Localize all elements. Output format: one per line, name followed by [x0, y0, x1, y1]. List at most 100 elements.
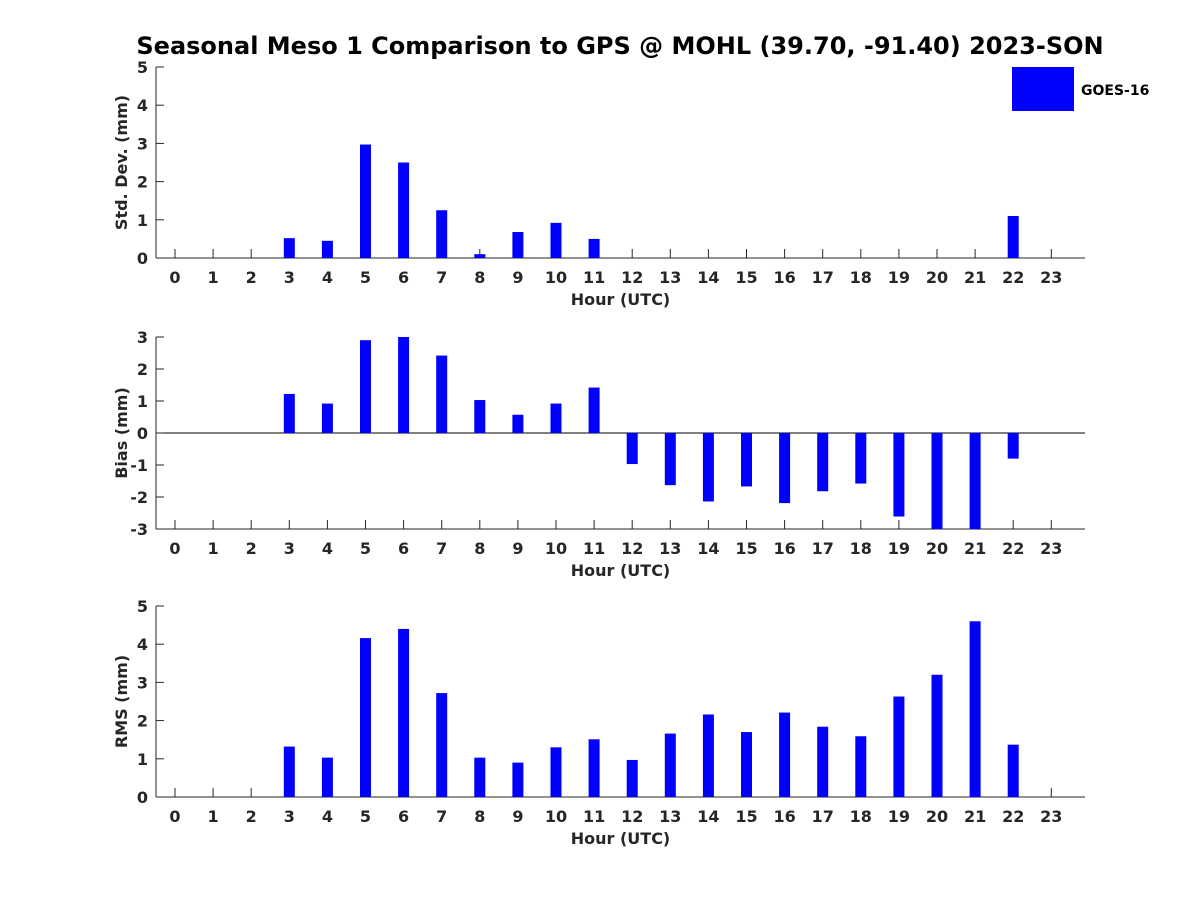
- bar-hour-22: [1007, 744, 1019, 797]
- x-tick-label: 5: [360, 539, 371, 558]
- x-tick-label: 12: [621, 268, 643, 287]
- x-tick-label: 16: [773, 539, 795, 558]
- bar-hour-4: [321, 240, 333, 258]
- x-tick-label: 12: [621, 539, 643, 558]
- y-tick-label: 2: [137, 173, 148, 192]
- x-tick-label: 11: [583, 539, 605, 558]
- bar-hour-12: [626, 433, 638, 465]
- y-tick-label: -1: [130, 456, 148, 475]
- bar-hour-16: [779, 433, 791, 504]
- x-tick-label: 0: [169, 539, 180, 558]
- x-tick-label: 4: [322, 539, 333, 558]
- x-tick-label: 22: [1002, 807, 1024, 826]
- x-axis-label: Hour (UTC): [571, 290, 671, 309]
- bar-hour-16: [779, 712, 791, 797]
- bar-hour-6: [398, 162, 410, 258]
- x-tick-label: 20: [926, 807, 948, 826]
- x-tick-label: 15: [735, 807, 757, 826]
- x-tick-label: 23: [1040, 268, 1062, 287]
- bar-hour-9: [512, 414, 524, 433]
- bar-hour-13: [664, 733, 676, 797]
- x-tick-label: 18: [850, 807, 872, 826]
- y-tick-label: 3: [137, 673, 148, 692]
- bar-hour-7: [436, 355, 448, 433]
- y-tick-label: 5: [137, 597, 148, 616]
- legend-swatch-goes-16: [1012, 67, 1074, 111]
- bar-hour-17: [817, 433, 829, 492]
- x-tick-label: 4: [322, 807, 333, 826]
- bar-hour-18: [855, 433, 867, 484]
- bar-hour-5: [360, 340, 371, 433]
- x-tick-label: 23: [1040, 807, 1062, 826]
- bar-hour-3: [283, 746, 295, 797]
- bar-hour-22: [1007, 215, 1019, 258]
- x-tick-label: 17: [812, 268, 834, 287]
- x-tick-label: 3: [284, 807, 295, 826]
- bar-hour-10: [550, 747, 562, 797]
- bar-hour-11: [588, 739, 600, 797]
- legend: GOES-16: [1012, 67, 1149, 111]
- y-tick-label: 4: [137, 96, 148, 115]
- y-tick-label: 5: [137, 58, 148, 77]
- x-tick-label: 0: [169, 807, 180, 826]
- y-tick-label: -3: [130, 520, 148, 539]
- x-tick-label: 10: [545, 268, 567, 287]
- y-tick-label: 2: [137, 360, 148, 379]
- y-tick-label: 1: [137, 211, 148, 230]
- x-tick-label: 20: [926, 539, 948, 558]
- bar-hour-20: [931, 674, 943, 797]
- x-tick-label: 5: [360, 268, 371, 287]
- x-tick-label: 1: [208, 539, 219, 558]
- x-tick-label: 9: [512, 268, 523, 287]
- bar-hour-9: [512, 232, 524, 258]
- x-tick-label: 11: [583, 807, 605, 826]
- legend-label-goes-16: GOES-16: [1081, 83, 1149, 99]
- x-tick-label: 15: [735, 268, 757, 287]
- y-tick-label: 1: [137, 750, 148, 769]
- bar-hour-4: [321, 403, 333, 433]
- x-axis-label: Hour (UTC): [571, 561, 671, 580]
- bar-hour-6: [398, 628, 410, 797]
- y-tick-label: 4: [137, 635, 148, 654]
- x-tick-label: 7: [436, 807, 447, 826]
- bar-hour-18: [855, 736, 867, 797]
- bar-hour-14: [702, 714, 714, 797]
- bar-hour-4: [321, 757, 333, 797]
- y-axis-label: Std. Dev. (mm): [112, 95, 131, 230]
- y-axis-label: Bias (mm): [112, 387, 131, 479]
- bar-hour-9: [512, 762, 524, 797]
- x-tick-label: 7: [436, 268, 447, 287]
- x-tick-label: 10: [545, 539, 567, 558]
- x-tick-label: 9: [512, 807, 523, 826]
- y-tick-label: 1: [137, 392, 148, 411]
- x-tick-label: 13: [659, 539, 681, 558]
- bar-hour-8: [474, 757, 486, 797]
- x-tick-label: 13: [659, 268, 681, 287]
- y-tick-label: 3: [137, 328, 148, 347]
- x-tick-label: 1: [208, 268, 219, 287]
- x-axis-label: Hour (UTC): [571, 829, 671, 848]
- x-tick-label: 10: [545, 807, 567, 826]
- x-tick-label: 16: [773, 807, 795, 826]
- bar-hour-7: [436, 210, 448, 258]
- bar-hour-12: [626, 759, 638, 797]
- bar-hour-13: [664, 433, 676, 486]
- x-tick-label: 14: [697, 268, 719, 287]
- x-tick-label: 17: [812, 539, 834, 558]
- x-tick-label: 6: [398, 268, 409, 287]
- x-tick-label: 7: [436, 539, 447, 558]
- bar-hour-17: [817, 726, 829, 797]
- x-tick-label: 19: [888, 268, 910, 287]
- y-tick-label: -2: [130, 488, 148, 507]
- bar-hour-19: [893, 433, 905, 517]
- x-tick-label: 17: [812, 807, 834, 826]
- x-tick-label: 15: [735, 539, 757, 558]
- x-tick-label: 8: [474, 539, 485, 558]
- bar-hour-5: [360, 638, 371, 797]
- bar-hour-3: [283, 238, 295, 258]
- x-tick-label: 22: [1002, 539, 1024, 558]
